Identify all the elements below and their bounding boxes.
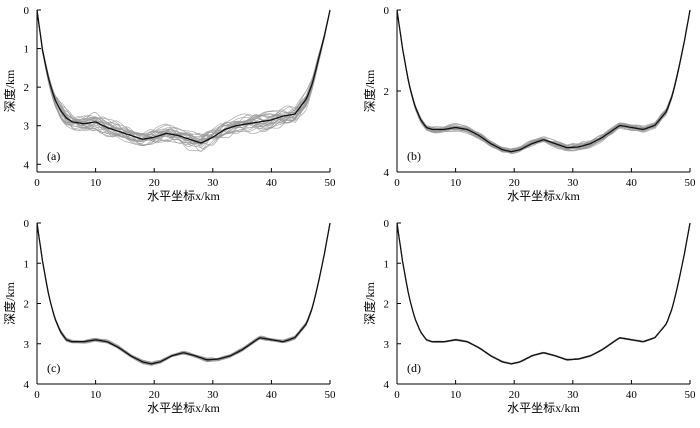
ensemble-curve	[36, 9, 331, 148]
x-tick-label: 0	[394, 389, 400, 401]
y-tick-label: 4	[384, 167, 390, 179]
x-axis-label: 水平坐标x/km	[147, 401, 220, 415]
y-tick-label: 2	[24, 299, 30, 311]
panel-d: 0 10 20 30 40 50 0 1 2 3 4 水平坐标x/km 深度/km (d)	[362, 218, 696, 415]
x-tick-label: 20	[149, 177, 161, 189]
mean-curve	[396, 9, 691, 153]
x-axis-label: 水平坐标x/km	[147, 189, 220, 203]
x-tick-label: 50	[325, 389, 337, 401]
x-tick-label: 40	[626, 389, 638, 401]
ensemble-curve	[396, 222, 691, 365]
y-tick-label: 1	[24, 258, 30, 270]
ensemble-curve	[396, 222, 691, 365]
x-tick-label: 20	[509, 389, 521, 401]
x-tick-label: 50	[685, 389, 697, 401]
ensemble-curve	[36, 222, 331, 366]
x-tick-label: 50	[325, 177, 337, 189]
ensemble-curve	[396, 222, 691, 365]
y-axis-label: 深度/km	[2, 282, 17, 325]
ensemble-curve	[36, 9, 331, 143]
y-axis-label: 深度/km	[362, 69, 377, 112]
ensemble-curve	[396, 222, 691, 365]
panel-c: 0 10 20 30 40 50 0 1 2 3 4 水平坐标x/km 深度/km (c)	[2, 218, 336, 415]
ensemble-curve	[396, 222, 691, 365]
x-tick-label: 10	[450, 177, 462, 189]
y-tick-label: 1	[384, 258, 390, 270]
y-tick-label: 2	[384, 299, 390, 311]
ensemble-curve	[396, 222, 691, 365]
y-tick-label: 3	[384, 339, 390, 351]
y-axis-label: 深度/km	[2, 69, 17, 112]
x-tick-label: 20	[509, 177, 521, 189]
x-tick-label: 30	[567, 177, 579, 189]
x-tick-label: 30	[207, 177, 219, 189]
ensemble-curve	[396, 222, 691, 365]
x-axis-label: 水平坐标x/km	[507, 189, 580, 203]
x-tick-label: 10	[450, 389, 462, 401]
y-tick-label: 2	[24, 82, 30, 94]
x-tick-label: 40	[626, 177, 638, 189]
mean-curve	[36, 9, 331, 144]
ensemble-curve	[396, 222, 691, 365]
x-axis-label: 水平坐标x/km	[507, 401, 580, 415]
x-tick-label: 0	[34, 177, 40, 189]
ensemble-curve	[36, 222, 331, 366]
panel-label: (b)	[407, 149, 421, 163]
ensemble-curve	[36, 9, 331, 146]
y-tick-label: 0	[24, 5, 30, 17]
ensemble-curve	[36, 9, 331, 149]
ensemble-curve	[396, 222, 691, 365]
panel-label: (d)	[407, 361, 421, 375]
y-axis-label: 深度/km	[362, 282, 377, 325]
panel-label: (c)	[47, 361, 60, 375]
x-tick-label: 40	[266, 389, 278, 401]
x-tick-label: 0	[34, 389, 40, 401]
x-tick-label: 0	[394, 177, 400, 189]
y-tick-label: 4	[384, 379, 390, 391]
y-tick-label: 4	[24, 159, 30, 171]
y-tick-label: 0	[384, 5, 390, 17]
panel-b: 0 10 20 30 40 50 0 2 4 水平坐标x/km 深度/km (b)	[362, 5, 696, 203]
x-tick-label: 40	[266, 177, 278, 189]
y-tick-label: 3	[24, 121, 30, 133]
x-tick-label: 30	[207, 389, 219, 401]
ensemble-curve	[36, 9, 331, 138]
y-tick-label: 0	[384, 218, 390, 230]
x-tick-label: 30	[567, 389, 579, 401]
y-tick-label: 1	[24, 44, 30, 56]
x-tick-label: 50	[685, 177, 697, 189]
mean-curve	[396, 222, 691, 365]
ensemble-curve	[36, 9, 331, 141]
panel-label: (a)	[47, 149, 60, 163]
ensemble-curve	[36, 9, 331, 142]
y-tick-label: 4	[24, 379, 30, 391]
y-tick-label: 2	[384, 86, 390, 98]
ensemble-curve	[396, 222, 691, 365]
y-tick-label: 3	[24, 339, 30, 351]
mean-curve	[36, 222, 331, 365]
x-tick-label: 10	[90, 389, 102, 401]
panel-a: 0 10 20 30 40 50 0 1 2 3 4 水平坐标x/km 深度/km (a)	[2, 5, 336, 203]
y-tick-label: 0	[24, 218, 30, 230]
ensemble-curve	[396, 222, 691, 364]
x-tick-label: 10	[90, 177, 102, 189]
x-tick-label: 20	[149, 389, 161, 401]
